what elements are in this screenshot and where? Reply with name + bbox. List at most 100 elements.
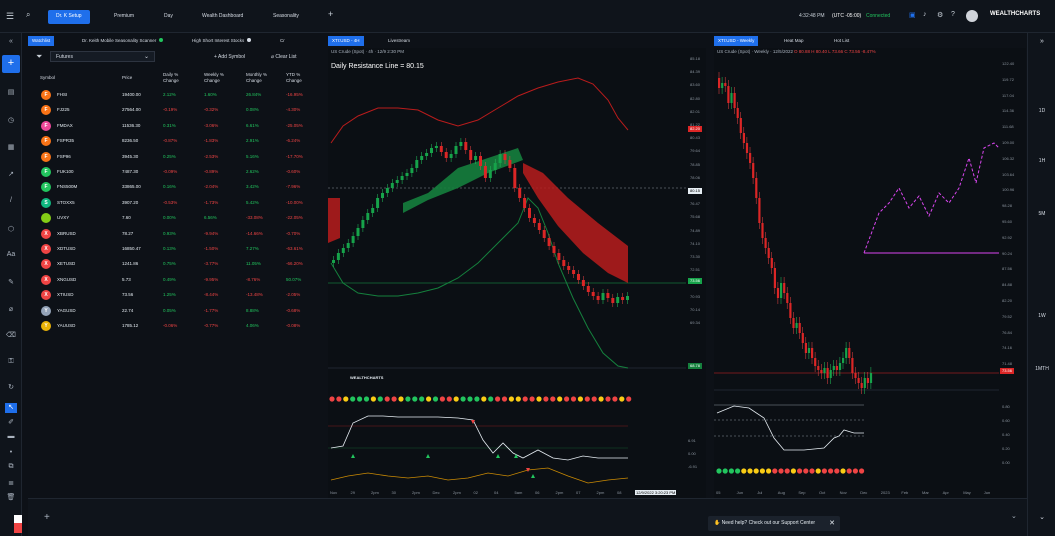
tab-xtiusd-weekly[interactable]: XTI:USD - Weekly [714,36,759,46]
clock-icon[interactable]: ◷ [7,117,15,124]
tab-xtiusd-4h[interactable]: XTI:USD - 4H [328,36,364,46]
delete-icon[interactable]: 🗑 [6,494,16,501]
layers-icon[interactable]: ≣ [8,480,14,487]
expand-icon[interactable]: » [1040,38,1044,45]
tab-livestream[interactable]: Livestream [388,38,411,43]
timeframe-1d[interactable]: 1D [1038,108,1046,114]
line-tool-icon[interactable]: / [10,197,12,204]
add-tab-icon[interactable]: + [328,9,334,19]
save-icon[interactable]: ▣ [909,12,916,19]
price-tick: 70.14 [690,306,701,312]
help-icon[interactable]: ? [951,11,955,18]
price-tick: 82.20 [1002,298,1013,303]
filter-icon[interactable]: ⏷ [36,52,43,61]
cursor-tool-icon[interactable]: ↖ [5,403,17,413]
col-header-ytd[interactable]: YTD % Change [286,72,302,83]
candle-body [733,93,736,108]
bell-icon[interactable]: ♪ [923,11,927,18]
candle-body [336,253,340,260]
tab-hot-list[interactable]: Hot List [834,38,850,43]
time-tick: 05 [716,490,721,495]
measure-icon[interactable]: ⌀ [8,306,14,313]
watchlist-row[interactable]: F FHSI 19400.00 2.12% 1.60% 26.84% -16.95% [28,88,322,103]
dot-icon[interactable]: • [9,449,13,456]
tab-watchlist[interactable]: Watchlist [28,36,55,46]
tab-cr[interactable]: Cr [280,38,285,43]
time-tick: 2pm [453,490,461,495]
tab-wealth-dashboard[interactable]: Wealth Dashboard [202,13,244,19]
timeframe-5m[interactable]: 5M [1038,211,1046,217]
watchlist-row[interactable]: F FSP96 3945.30 0.25% -2.53% 5.16% -17.70% [28,150,322,165]
symbol-name: STOXX5 [57,199,75,205]
chevron-double-down-icon[interactable]: ⌄ [1011,513,1017,520]
lock-icon[interactable]: ⚿ [8,358,14,365]
tab-premium[interactable]: Premium [114,13,135,19]
watchlist-row[interactable]: S STOXX5 3907.20 -0.53% -1.73% 5.42% -10.00% [28,196,322,211]
tab-seasonality-scanner[interactable]: Dr. Keith Mobile Seasonality Scanner [78,36,167,46]
timezone[interactable]: (UTC -05:00) [832,13,862,19]
candle-body [860,383,863,388]
watchlist-row[interactable]: Y YAUUSD 1785.12 -0.06% -0.77% 4.06% -0.08% [28,319,322,334]
tab-seasonality[interactable]: Seasonality [273,13,299,19]
price-tick: 85.18 [690,56,701,61]
copy-icon[interactable]: ⧉ [8,463,14,470]
color-swatch-white[interactable] [14,515,22,523]
right-chart-panel[interactable]: US Crude (Spot) · Weekly · 12/5/2022 O 8… [714,48,1026,498]
watchlist-row[interactable]: F FJ225 27564.00 -0.19% -0.32% 0.08% -4.30% [28,103,322,118]
calendar-icon[interactable]: ▦ [7,144,15,151]
watchlist-row[interactable]: Y YAGUSD 22.74 0.05% -1.77% 8.88% -0.68% [28,304,322,319]
watchlist-row[interactable]: UVXY 7.60 0.00% 6.56% -33.08% -22.05% [28,211,322,226]
col-header-weekly[interactable]: Weekly % Change [204,72,224,83]
right-chart-canvas[interactable] [714,48,1026,498]
time-tick: 30 [391,490,396,495]
tab-day[interactable]: Day [164,13,173,19]
sync-icon[interactable]: ↻ [8,384,14,391]
gear-icon[interactable]: ⚙ [937,12,944,19]
watchlist-row[interactable]: F FSPR35 8236.50 -0.87% -1.83% 2.91% -6.24% [28,134,322,149]
center-chart-canvas[interactable] [328,48,706,498]
timeframe-1h[interactable]: 1H [1038,158,1046,164]
watchlist-selector[interactable]: Futures ⌄ [50,51,155,62]
timeframe-1w[interactable]: 1W [1038,313,1046,319]
watchlist-row[interactable]: X XTIUSD 73.56 1.25% -8.44% -13.48% -2.05% [28,288,322,303]
shapes-icon[interactable]: ⬡ [7,226,15,233]
color-swatch-red[interactable] [14,515,22,533]
support-banner[interactable]: ✋ Need help? Check out our Support Cente… [708,516,840,531]
center-chart-panel[interactable]: US Crude (Spot) · 4h · 12/9 2:30 PM Dail… [328,48,706,498]
brush-icon[interactable]: ✎ [8,279,14,286]
col-header-symbol[interactable]: Symbol [40,75,56,80]
avatar[interactable] [966,10,978,22]
watchlist-row[interactable]: X XNGUSD 5.73 0.49% -9.95% -8.76% 50.07% [28,273,322,288]
tab-heat-map[interactable]: Heat Map [784,38,804,43]
daily-change: 0.25% [163,153,176,159]
watchlist-row[interactable]: F FUK100 7487.30 -0.09% -0.89% 2.62% -0.60% [28,165,322,180]
watchlist-row[interactable]: X XETUSD 1241.86 0.75% -3.77% 11.05% -66.20% [28,257,322,272]
watchlist-row[interactable]: X XBRUSD 78.27 0.93% -9.94% -14.66% -0.70% [28,227,322,242]
eraser-icon[interactable]: ⌫ [6,332,16,339]
watchlist-row[interactable]: F FMDAX 11536.30 0.31% -3.06% 6.61% -25.05% [28,119,322,134]
symbol-name: XNGUSD [57,276,77,282]
col-header-daily[interactable]: Daily % Change [163,72,179,83]
text-tool-icon[interactable]: Aa [6,251,16,258]
add-symbol-button[interactable]: + Add Symbol [214,54,246,60]
news-icon[interactable]: ▤ [7,89,15,96]
ruler-icon[interactable]: ▬ [7,433,15,440]
tab-dr-k-setup[interactable]: Dr. K Setup [48,10,90,24]
col-header-monthly[interactable]: Monthly % Change [246,72,268,83]
trend-line-icon[interactable]: ↗ [8,171,14,178]
watchlist-row[interactable]: X XDTUSD 16850.47 0.13% -1.50% 7.27% -63.61% [28,242,322,257]
pen-tool-icon[interactable]: ✐ [8,419,14,426]
tab-high-short-interest[interactable]: High Short Interest Stocks [188,36,255,46]
watchlist-row[interactable]: F FNS500M 33865.00 0.16% -2.04% 3.42% -7.96% [28,180,322,195]
oscillator-line [330,415,628,461]
search-icon[interactable]: ⌕ [26,10,31,19]
timeframe-1mth[interactable]: 1MTH [1035,366,1049,372]
close-icon[interactable]: ✕ [829,520,835,527]
chevron-down-icon[interactable]: ⌄ [1039,514,1045,521]
collapse-icon[interactable]: « [9,38,13,45]
add-widget-button[interactable]: + [2,55,20,73]
add-workspace-icon[interactable]: + [44,512,50,523]
col-header-price[interactable]: Price [122,75,133,80]
hamburger-menu-icon[interactable]: ☰ [6,11,15,21]
clear-list-button[interactable]: ⌀ Clear List [271,54,297,60]
